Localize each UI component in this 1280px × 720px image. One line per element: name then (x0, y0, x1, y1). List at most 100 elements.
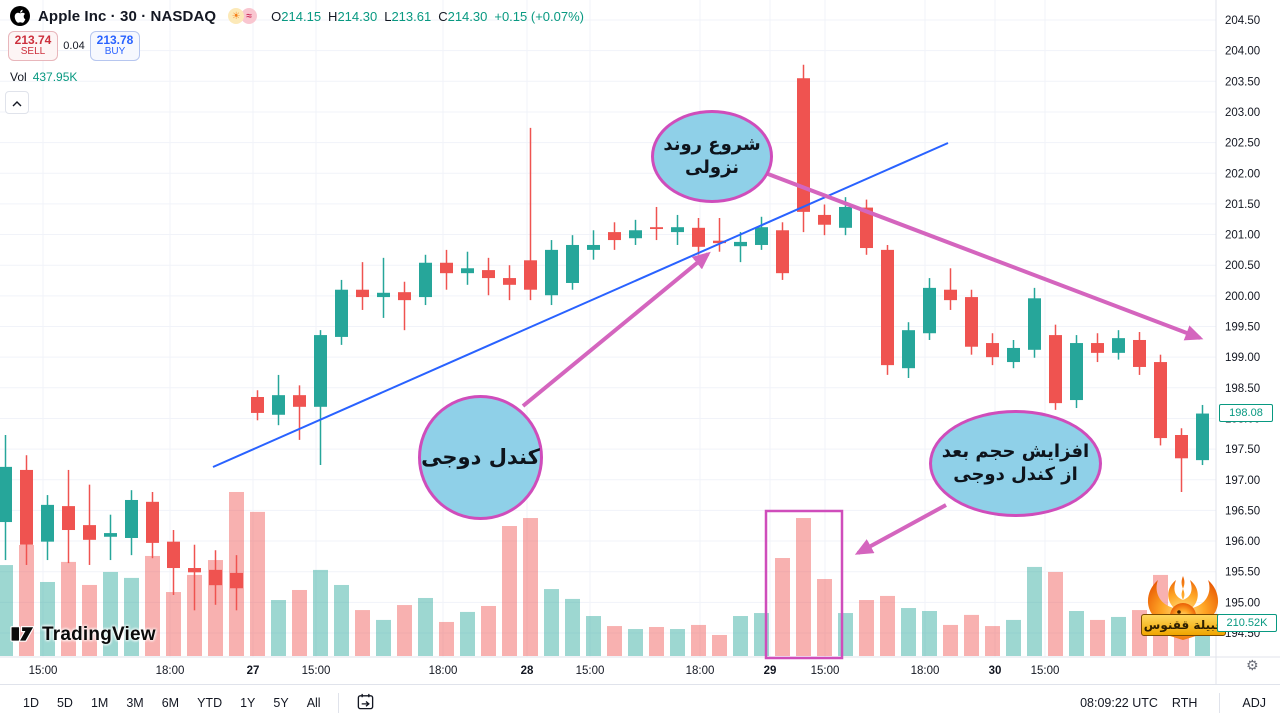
candle-body[interactable] (146, 501, 159, 543)
volume-bar (628, 629, 643, 656)
open-value: 214.15 (281, 8, 322, 24)
candle-body[interactable] (629, 230, 642, 239)
annotation-text: نزولی (684, 156, 740, 178)
time-tick-label: 18:00 (686, 665, 715, 677)
go-to-date-button[interactable] (347, 688, 384, 718)
sell-button[interactable]: 213.74 SELL (8, 31, 58, 61)
candle-body[interactable] (797, 78, 810, 212)
candle-body[interactable] (314, 335, 327, 407)
candle-body[interactable] (125, 499, 138, 538)
range-button-1Y[interactable]: 1Y (240, 695, 256, 710)
candle-body[interactable] (83, 525, 96, 540)
candle-body[interactable] (965, 297, 978, 347)
range-button-All[interactable]: All (306, 695, 321, 710)
market-status-icon[interactable]: ☀ (228, 8, 245, 24)
adjustment-adj[interactable]: ADJ (1242, 695, 1266, 710)
candle-body[interactable] (167, 541, 180, 569)
candle-body[interactable] (356, 289, 369, 298)
candle-body[interactable] (1091, 343, 1104, 353)
candle-body[interactable] (923, 287, 936, 334)
candle-body[interactable] (1196, 413, 1209, 461)
candle-body[interactable] (1112, 338, 1125, 353)
candle-body[interactable] (608, 232, 621, 241)
candle-body[interactable] (902, 330, 915, 369)
candle-body[interactable] (104, 533, 117, 537)
session-rth[interactable]: RTH (1171, 695, 1198, 710)
candle-body[interactable] (62, 506, 75, 531)
range-button-5D[interactable]: 5D (56, 695, 73, 710)
data-notes-icon[interactable]: ≈ (241, 8, 258, 24)
candle-body[interactable] (272, 395, 285, 415)
candle-body[interactable] (734, 241, 747, 247)
candle-body[interactable] (482, 270, 495, 279)
annotation-arrow[interactable] (767, 172, 1204, 341)
candle-body[interactable] (545, 249, 558, 296)
range-buttons: 1D 5D 1M 3M 6M YTD 1Y 5Y All (14, 692, 330, 714)
candle-body[interactable] (461, 268, 474, 274)
volume-highlight-rect[interactable] (764, 509, 844, 660)
candle-body[interactable] (713, 240, 726, 244)
candle-body[interactable] (1007, 347, 1020, 363)
candlestick-chart[interactable]: 204.50 204.00 203.50 203.00 202.50 202.00 201.… (0, 0, 1280, 684)
candle-body[interactable] (839, 206, 852, 228)
bottom-toolbar: 1D 5D 1M 3M 6M YTD 1Y 5Y All 08:09:22 UTC RTH AD… (0, 684, 1280, 720)
candle-body[interactable] (1175, 435, 1188, 459)
candle-body[interactable] (524, 260, 537, 290)
candle-body[interactable] (20, 469, 33, 545)
axis-settings-gear-icon[interactable]: ⚙ (1246, 658, 1259, 674)
candle-body[interactable] (755, 227, 768, 245)
buy-button[interactable]: 213.78 BUY (90, 31, 140, 61)
candle-body[interactable] (41, 504, 54, 542)
candle-body[interactable] (398, 292, 411, 301)
candle-body[interactable] (293, 395, 306, 407)
candle-body[interactable] (881, 249, 894, 366)
candle-body[interactable] (818, 214, 831, 225)
candle-body[interactable] (209, 569, 222, 586)
range-button-5Y[interactable]: 5Y (273, 695, 289, 710)
candle-body[interactable] (1133, 339, 1146, 367)
range-button-YTD[interactable]: YTD (197, 695, 223, 710)
candle-body[interactable] (860, 207, 873, 249)
tradingview-logo-icon (10, 620, 36, 650)
symbol-title[interactable]: Apple Inc · 30 · NASDAQ (38, 7, 217, 25)
candle-body[interactable] (503, 278, 516, 285)
candle-body[interactable] (671, 227, 684, 233)
candle-body[interactable] (440, 262, 453, 274)
candle-body[interactable] (335, 289, 348, 337)
candle-body[interactable] (1154, 362, 1167, 439)
candle-body[interactable] (944, 289, 957, 301)
candle-body[interactable] (1049, 335, 1062, 404)
range-button-1M[interactable]: 1M (90, 695, 109, 710)
high-value: 214.30 (337, 8, 378, 24)
candle-body[interactable] (230, 572, 243, 589)
volume-bar (355, 610, 370, 656)
volume-bar (922, 610, 937, 656)
candle-body[interactable] (188, 568, 201, 573)
volume-bar (880, 595, 895, 656)
candle-body[interactable] (692, 227, 705, 247)
candle-body[interactable] (566, 244, 579, 283)
annotation-arrow[interactable] (854, 503, 947, 555)
candle-body[interactable] (986, 343, 999, 358)
range-button-1D[interactable]: 1D (23, 695, 39, 710)
candle-body[interactable] (251, 396, 264, 413)
candle-body[interactable] (776, 230, 789, 274)
candle-body[interactable] (650, 227, 663, 230)
volume-legend[interactable]: Vol 437.95K (10, 70, 77, 84)
range-button-6M[interactable]: 6M (161, 695, 180, 710)
candle-body[interactable] (1028, 298, 1041, 350)
candle-body[interactable] (587, 244, 600, 250)
candle-body[interactable] (419, 262, 432, 298)
price-tick-label: 200.50 (1225, 260, 1260, 272)
range-button-3M[interactable]: 3M (126, 695, 144, 710)
candle-body[interactable] (377, 292, 390, 298)
collapse-legend-button[interactable] (5, 91, 29, 114)
candle-body[interactable] (1070, 343, 1083, 401)
annotation-arrow[interactable] (521, 251, 711, 408)
tradingview-logo[interactable]: TradingView (10, 620, 156, 650)
clock[interactable]: 08:09:22 UTC (1080, 695, 1158, 710)
annotation-downtrend-start: شروع روند نزولی (651, 110, 773, 203)
chevron-up-icon (12, 94, 22, 112)
price-tick-label: 204.00 (1225, 46, 1260, 58)
candle-body[interactable] (0, 466, 12, 523)
